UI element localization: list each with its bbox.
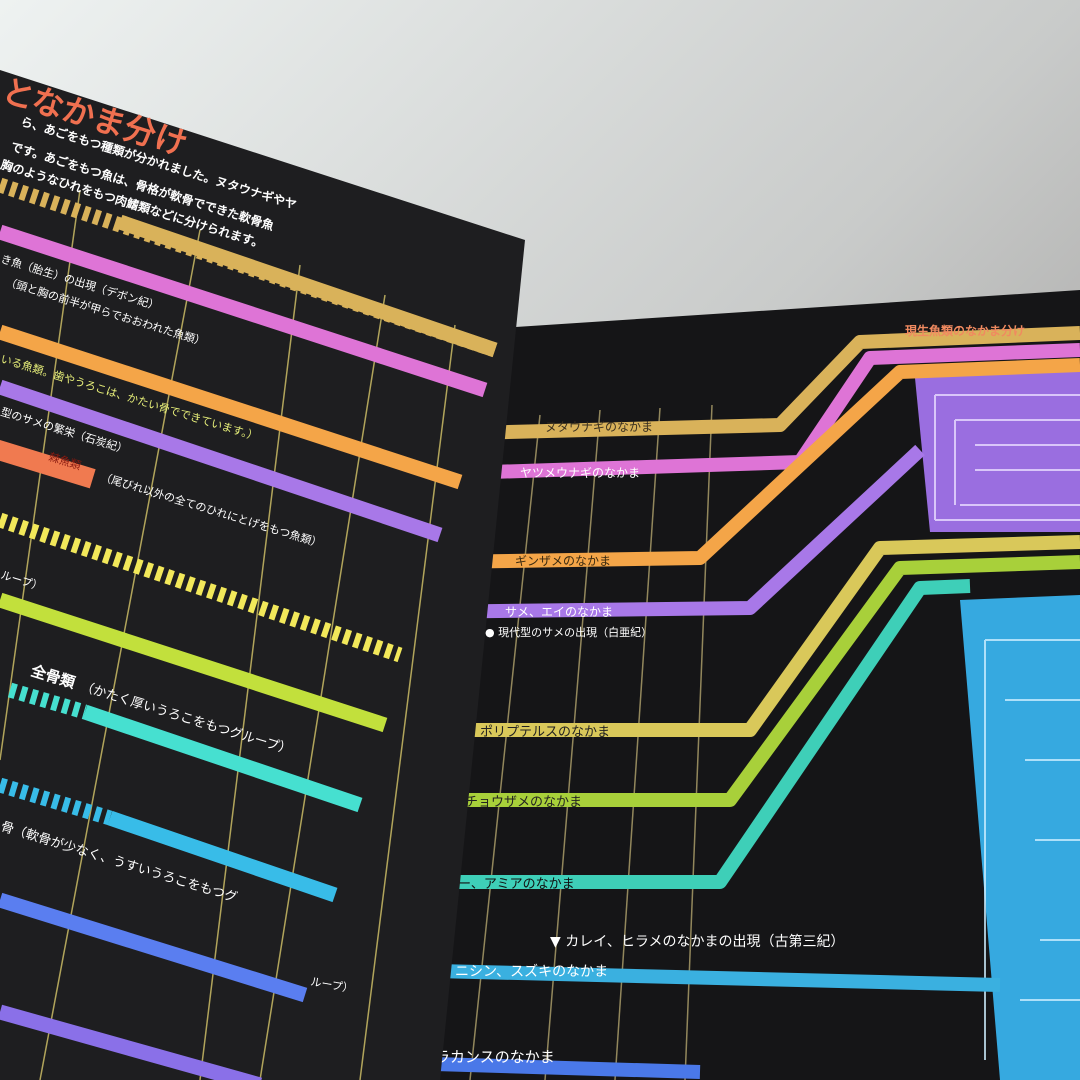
right-page: 現生魚類のなかま分け ヌタウナギのなかま ヤツメウナギのなかま ギンザメのなかま… <box>299 290 1080 1080</box>
band-sturgeon <box>360 555 1080 807</box>
band-polypterus <box>385 535 1080 737</box>
band-violet <box>0 1004 263 1080</box>
acanthodian-tag-bg <box>0 440 96 489</box>
band-blue <box>0 892 308 1003</box>
band-sky-dashed <box>0 777 113 826</box>
band-gar <box>340 579 971 889</box>
band-gold <box>117 214 498 358</box>
lineage-label: チョウザメのなかま <box>465 795 582 810</box>
band-yellow-dashed <box>0 512 403 663</box>
teleost-tree-box <box>960 595 1080 1080</box>
band-hagfish <box>469 326 1080 440</box>
lineage-label: ヤツメウナギのなかま <box>520 466 640 480</box>
band-sky <box>107 810 338 903</box>
band-cyan <box>82 704 363 813</box>
lineage-label: ギンザメのなかま <box>515 554 611 568</box>
lineage-label: ヌタウナギのなかま <box>545 420 653 434</box>
lineage-label: ガー、アミアのなかま <box>445 877 575 892</box>
lineage-label: ポリプテルスのなかま <box>480 725 610 740</box>
band-purple <box>0 379 443 543</box>
lineage-label: サメ、エイのなかま <box>505 605 613 619</box>
band-chimaera <box>439 358 1080 569</box>
band-shark-ray <box>419 444 925 619</box>
band-pink <box>0 224 488 398</box>
band-lime <box>0 592 388 733</box>
band-orange <box>0 324 463 490</box>
event-note: ▼ カレイ、ヒラメのなかまの出現（古第三紀） <box>550 933 845 950</box>
event-note: ● 現代型のサメの出現（白亜紀） <box>485 625 652 639</box>
right-page-title: 現生魚類のなかま分け <box>905 323 1025 338</box>
band-cyan-dashed <box>7 682 88 720</box>
left-page: となかま分け ら、あごをもつ種類が分かれました。ヌタウナギやヤ です。あごをもつ… <box>0 70 525 1080</box>
band-lamprey <box>459 343 1080 480</box>
jawless-tree-box <box>915 370 1080 532</box>
lineage-label: ニシン、スズキのなかま <box>455 964 608 980</box>
